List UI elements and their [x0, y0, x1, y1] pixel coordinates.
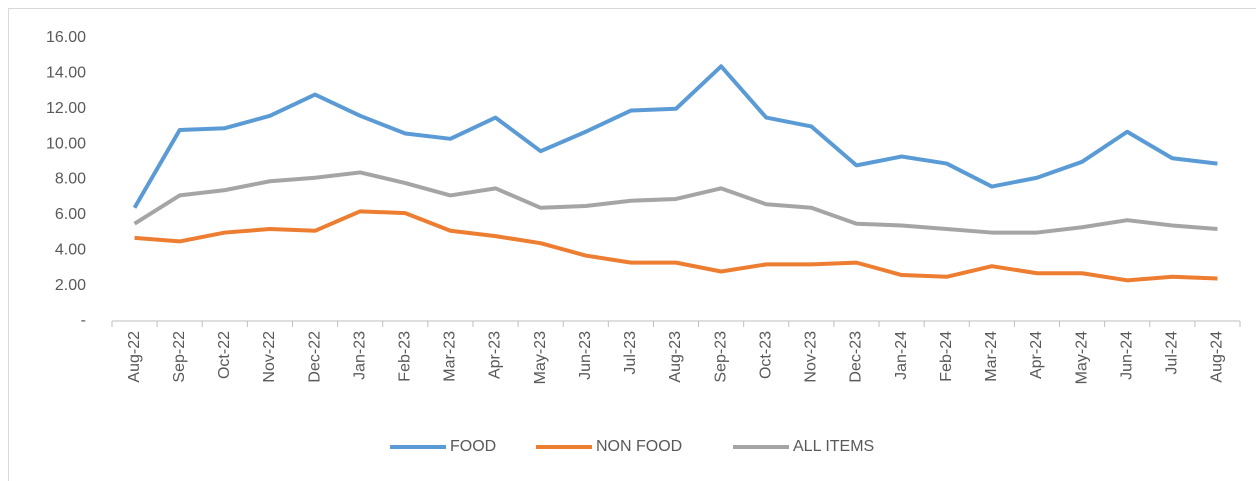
- x-tick-label: Feb-24: [938, 331, 955, 382]
- x-tick-label: May-24: [1073, 331, 1090, 384]
- y-tick-label: 10.00: [46, 135, 86, 152]
- legend-label: FOOD: [450, 438, 496, 455]
- series-line: [133, 170, 1218, 235]
- x-tick-label: Nov-23: [803, 331, 820, 383]
- y-tick-label: 2.00: [55, 277, 86, 294]
- x-tick-label: Aug-24: [1209, 331, 1226, 383]
- x-tick-label: Jul-24: [1164, 331, 1181, 375]
- x-tick-label: Dec-23: [848, 331, 865, 383]
- x-tick-label: Oct-22: [216, 331, 233, 379]
- y-tick-label: 8.00: [55, 171, 86, 188]
- x-tick-label: Jun-24: [1118, 331, 1135, 380]
- x-tick-label: Aug-22: [126, 331, 143, 383]
- x-tick-label: Mar-23: [442, 331, 459, 382]
- y-tick-label: 14.00: [46, 65, 86, 82]
- y-tick-label: 6.00: [55, 206, 86, 223]
- x-tick-label: Mar-24: [983, 331, 1000, 382]
- x-tick-label: May-23: [532, 331, 549, 384]
- x-tick-label: Oct-23: [757, 331, 774, 379]
- y-tick-label: 4.00: [55, 241, 86, 258]
- y-tick-label: 12.00: [46, 100, 86, 117]
- x-tick-label: Apr-24: [1028, 331, 1045, 379]
- x-tick-label: Sep-22: [171, 331, 188, 383]
- x-tick-label: Aug-23: [667, 331, 684, 383]
- legend-label: ALL ITEMS: [793, 438, 874, 455]
- legend-label: NON FOOD: [596, 438, 682, 455]
- x-tick-label: Nov-22: [261, 331, 278, 383]
- y-tick-label: -: [81, 312, 86, 329]
- x-tick-label: Jul-23: [622, 331, 639, 375]
- chart-frame: [8, 8, 1256, 481]
- y-tick-label: 16.00: [46, 29, 86, 46]
- x-tick-label: Jan-23: [351, 331, 368, 380]
- x-tick-label: Jan-24: [893, 331, 910, 380]
- series-line: [132, 64, 1218, 209]
- x-tick-label: Jun-23: [577, 331, 594, 380]
- x-tick-label: Sep-23: [712, 331, 729, 383]
- x-tick-label: Dec-22: [306, 331, 323, 383]
- x-tick-label: Apr-23: [487, 331, 504, 379]
- x-tick-label: Feb-23: [396, 331, 413, 382]
- series-line: [134, 209, 1218, 283]
